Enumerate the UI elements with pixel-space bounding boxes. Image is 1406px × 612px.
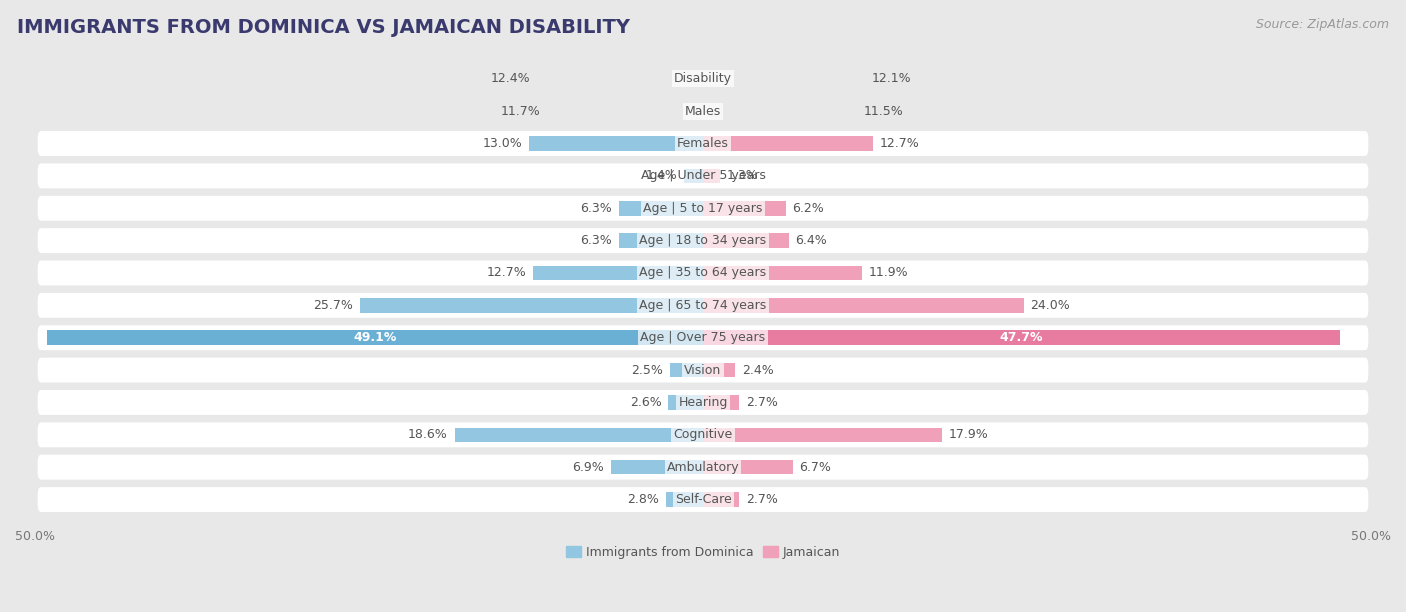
- FancyBboxPatch shape: [38, 261, 1368, 285]
- FancyBboxPatch shape: [38, 131, 1368, 156]
- Text: Hearing: Hearing: [678, 396, 728, 409]
- FancyBboxPatch shape: [38, 325, 1368, 350]
- Bar: [703, 104, 856, 119]
- Bar: [703, 460, 793, 474]
- Text: Age | 35 to 64 years: Age | 35 to 64 years: [640, 266, 766, 280]
- Text: 2.5%: 2.5%: [631, 364, 662, 376]
- Text: 6.3%: 6.3%: [581, 234, 612, 247]
- Text: 2.7%: 2.7%: [745, 493, 778, 506]
- Text: 11.5%: 11.5%: [863, 105, 903, 118]
- Text: 24.0%: 24.0%: [1031, 299, 1070, 312]
- Text: Females: Females: [678, 137, 728, 150]
- FancyBboxPatch shape: [38, 422, 1368, 447]
- Text: Ambulatory: Ambulatory: [666, 461, 740, 474]
- Bar: [703, 233, 789, 248]
- Text: 1.4%: 1.4%: [645, 170, 678, 182]
- Text: 12.7%: 12.7%: [879, 137, 920, 150]
- Text: Self-Care: Self-Care: [675, 493, 731, 506]
- Text: 6.7%: 6.7%: [799, 461, 831, 474]
- Text: 2.6%: 2.6%: [630, 396, 662, 409]
- Bar: [668, 395, 703, 410]
- Bar: [529, 136, 703, 151]
- Bar: [619, 233, 703, 248]
- Bar: [360, 298, 703, 313]
- Text: 12.4%: 12.4%: [491, 72, 530, 85]
- FancyBboxPatch shape: [38, 228, 1368, 253]
- Bar: [703, 395, 740, 410]
- Bar: [703, 492, 740, 507]
- FancyBboxPatch shape: [38, 293, 1368, 318]
- Bar: [454, 428, 703, 442]
- Bar: [703, 266, 862, 280]
- Text: 25.7%: 25.7%: [314, 299, 353, 312]
- Text: 1.3%: 1.3%: [727, 170, 759, 182]
- Text: 17.9%: 17.9%: [949, 428, 988, 441]
- Text: Vision: Vision: [685, 364, 721, 376]
- Text: Source: ZipAtlas.com: Source: ZipAtlas.com: [1256, 18, 1389, 31]
- Bar: [537, 72, 703, 86]
- Bar: [703, 72, 865, 86]
- Bar: [703, 428, 942, 442]
- Text: 18.6%: 18.6%: [408, 428, 449, 441]
- FancyBboxPatch shape: [38, 487, 1368, 512]
- Text: 11.9%: 11.9%: [869, 266, 908, 280]
- Bar: [533, 266, 703, 280]
- Text: 2.7%: 2.7%: [745, 396, 778, 409]
- Text: 11.7%: 11.7%: [501, 105, 540, 118]
- Bar: [703, 201, 786, 215]
- Text: 6.4%: 6.4%: [796, 234, 827, 247]
- Bar: [46, 330, 703, 345]
- Bar: [547, 104, 703, 119]
- FancyBboxPatch shape: [38, 455, 1368, 480]
- FancyBboxPatch shape: [38, 163, 1368, 188]
- Text: 12.1%: 12.1%: [872, 72, 911, 85]
- Bar: [619, 201, 703, 215]
- Text: Age | 5 to 17 years: Age | 5 to 17 years: [644, 202, 762, 215]
- FancyBboxPatch shape: [38, 196, 1368, 221]
- Bar: [703, 168, 720, 183]
- FancyBboxPatch shape: [38, 390, 1368, 415]
- Bar: [703, 363, 735, 378]
- Bar: [610, 460, 703, 474]
- Text: 47.7%: 47.7%: [1000, 331, 1043, 344]
- FancyBboxPatch shape: [38, 99, 1368, 124]
- Text: 6.2%: 6.2%: [793, 202, 824, 215]
- Bar: [703, 298, 1024, 313]
- Text: Disability: Disability: [673, 72, 733, 85]
- Text: 2.8%: 2.8%: [627, 493, 659, 506]
- FancyBboxPatch shape: [38, 357, 1368, 382]
- Text: Age | 18 to 34 years: Age | 18 to 34 years: [640, 234, 766, 247]
- Text: 6.9%: 6.9%: [572, 461, 605, 474]
- Bar: [669, 363, 703, 378]
- Text: Males: Males: [685, 105, 721, 118]
- Text: 49.1%: 49.1%: [353, 331, 396, 344]
- Bar: [703, 136, 873, 151]
- Text: 13.0%: 13.0%: [482, 137, 523, 150]
- Bar: [665, 492, 703, 507]
- Bar: [685, 168, 703, 183]
- Text: Age | 65 to 74 years: Age | 65 to 74 years: [640, 299, 766, 312]
- Text: Cognitive: Cognitive: [673, 428, 733, 441]
- Text: 6.3%: 6.3%: [581, 202, 612, 215]
- Text: Age | Over 75 years: Age | Over 75 years: [641, 331, 765, 344]
- Text: 12.7%: 12.7%: [486, 266, 527, 280]
- Legend: Immigrants from Dominica, Jamaican: Immigrants from Dominica, Jamaican: [561, 541, 845, 564]
- FancyBboxPatch shape: [38, 66, 1368, 91]
- Text: 2.4%: 2.4%: [742, 364, 773, 376]
- Text: Age | Under 5 years: Age | Under 5 years: [641, 170, 765, 182]
- Bar: [703, 330, 1340, 345]
- Text: IMMIGRANTS FROM DOMINICA VS JAMAICAN DISABILITY: IMMIGRANTS FROM DOMINICA VS JAMAICAN DIS…: [17, 18, 630, 37]
